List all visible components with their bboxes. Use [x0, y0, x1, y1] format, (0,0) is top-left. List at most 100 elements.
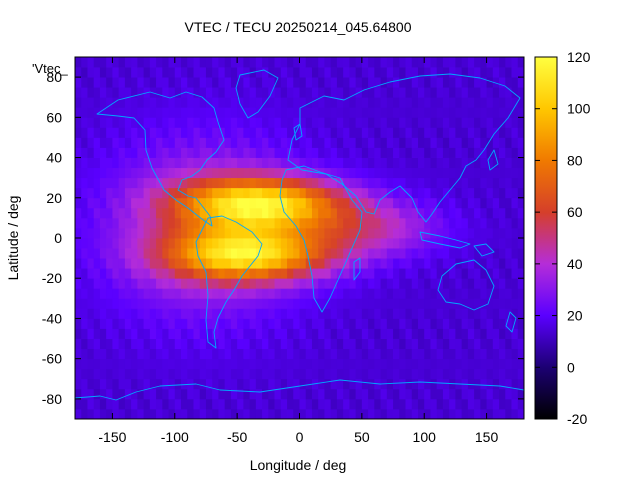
heatmap-cell: [380, 177, 388, 189]
heatmap-cell: [461, 147, 469, 158]
heatmap-cell: [455, 107, 463, 118]
heatmap-cell: [75, 408, 82, 419]
heatmap-cell: [181, 268, 188, 279]
heatmap-cell: [361, 238, 369, 249]
heatmap-cell: [255, 57, 263, 68]
heatmap-cell: [455, 207, 463, 219]
heatmap-cell: [449, 348, 456, 360]
heatmap-cell: [343, 177, 350, 189]
heatmap-cell: [131, 278, 138, 289]
heatmap-cell: [393, 207, 400, 219]
heatmap-cell: [106, 137, 113, 148]
heatmap-cell: [305, 288, 313, 299]
heatmap-cell: [499, 368, 506, 380]
heatmap-cell: [393, 87, 400, 98]
heatmap-cell: [411, 358, 419, 370]
heatmap-cell: [424, 117, 431, 128]
heatmap-cell: [81, 227, 88, 239]
heatmap-cell: [218, 238, 226, 249]
heatmap-cell: [112, 227, 120, 239]
heatmap-cell: [106, 238, 113, 249]
heatmap-cell: [75, 278, 82, 289]
heatmap-cell: [187, 137, 194, 148]
heatmap-cell: [131, 378, 138, 390]
heatmap-cell: [99, 318, 107, 329]
heatmap-cell: [417, 137, 425, 148]
heatmap-cell: [181, 77, 188, 88]
heatmap-cell: [237, 147, 244, 158]
heatmap-cell: [274, 57, 282, 68]
heatmap-cell: [380, 268, 388, 279]
heatmap-cell: [349, 288, 357, 299]
heatmap-cell: [230, 207, 238, 219]
heatmap-cell: [255, 258, 263, 269]
heatmap-cell: [442, 177, 450, 189]
heatmap-cell: [311, 308, 319, 319]
heatmap-cell: [162, 348, 169, 360]
heatmap-cell: [174, 278, 182, 289]
heatmap-cell: [118, 127, 126, 138]
heatmap-cell: [118, 238, 126, 249]
heatmap-cell: [87, 278, 95, 289]
heatmap-cell: [93, 328, 101, 339]
heatmap-cell: [156, 278, 163, 289]
heatmap-cell: [218, 278, 226, 289]
heatmap-cell: [455, 227, 463, 239]
heatmap-cell: [293, 167, 300, 179]
heatmap-cell: [442, 318, 450, 329]
heatmap-cell: [330, 298, 338, 309]
heatmap-cell: [243, 238, 251, 249]
heatmap-cell: [380, 338, 388, 350]
heatmap-cell: [293, 258, 300, 269]
heatmap-cell: [168, 318, 176, 329]
heatmap-cell: [187, 227, 194, 239]
heatmap-cell: [505, 378, 512, 390]
heatmap-cell: [118, 298, 126, 309]
heatmap-cell: [467, 378, 475, 390]
heatmap-cell: [405, 408, 413, 419]
heatmap-cell: [193, 197, 201, 209]
heatmap-cell: [311, 227, 319, 239]
heatmap-cell: [517, 398, 524, 410]
y-tick-label: 20: [46, 190, 62, 206]
heatmap-cell: [480, 268, 487, 279]
y-tick-label: 80: [46, 69, 62, 85]
heatmap-cell: [299, 147, 307, 158]
heatmap-cell: [455, 137, 463, 148]
heatmap-cell: [455, 288, 463, 299]
heatmap-cell: [455, 328, 463, 339]
heatmap-cell: [293, 127, 300, 138]
heatmap-cell: [205, 197, 213, 209]
heatmap-cell: [143, 238, 151, 249]
heatmap-cell: [137, 197, 144, 209]
heatmap-cell: [205, 348, 213, 360]
heatmap-cell: [230, 358, 238, 370]
heatmap-cell: [492, 157, 500, 169]
heatmap-cell: [311, 358, 319, 370]
heatmap-cell: [343, 378, 350, 390]
heatmap-cell: [424, 288, 431, 299]
heatmap-cell: [299, 97, 307, 108]
heatmap-cell: [349, 157, 357, 169]
heatmap-cell: [511, 318, 519, 329]
heatmap-cell: [467, 308, 475, 319]
coastline-antarctica: [75, 379, 524, 401]
heatmap-cell: [106, 197, 113, 209]
heatmap-cell: [99, 338, 107, 350]
heatmap-cell: [187, 248, 194, 259]
heatmap-cell: [343, 67, 350, 78]
heatmap-cell: [486, 388, 494, 400]
heatmap-cell: [255, 137, 263, 148]
heatmap-cell: [293, 157, 300, 169]
heatmap-cell: [87, 348, 95, 360]
heatmap-cell: [230, 268, 238, 279]
coastline-eurasia: [287, 73, 521, 223]
heatmap-cell: [131, 67, 138, 78]
heatmap-cell: [218, 217, 226, 229]
heatmap-cell: [137, 268, 144, 279]
heatmap-cell: [299, 268, 307, 279]
heatmap-cell: [355, 318, 363, 329]
heatmap-cell: [262, 278, 269, 289]
heatmap-cell: [430, 238, 438, 249]
heatmap-cell: [324, 348, 332, 360]
